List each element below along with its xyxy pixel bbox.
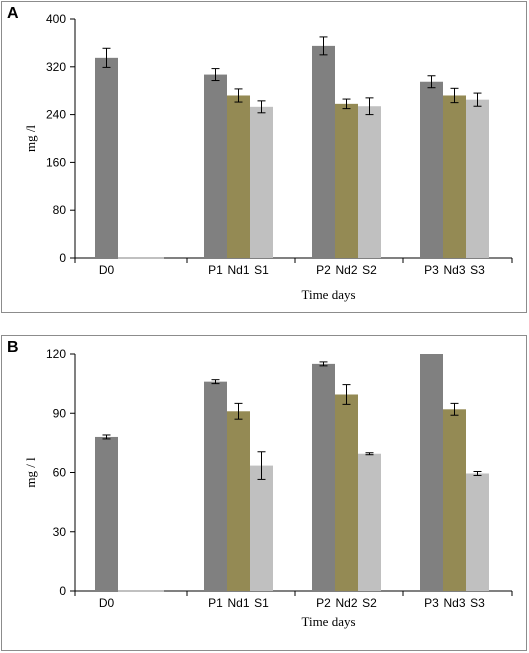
- chart-a-svg: 0 80 160 240 320 400 D0 P1 Nd1 S1 P2 Nd2 S2 P3 Nd3 S3 Ti…: [23, 12, 513, 302]
- y-tick-label: 0: [59, 251, 66, 265]
- y-tick-label: 80: [53, 203, 67, 217]
- y-axis-title: mg / l: [23, 457, 38, 488]
- bar: [250, 465, 273, 591]
- bar: [227, 95, 250, 258]
- bar: [250, 106, 273, 259]
- x-tick-label: Nd2: [335, 596, 357, 610]
- bar: [335, 394, 358, 591]
- bar: [312, 363, 335, 591]
- y-tick-label: 240: [46, 108, 66, 122]
- y-tick-label: 60: [53, 466, 67, 480]
- y-tick-label: 0: [59, 584, 66, 598]
- x-tick-label: S1: [254, 596, 269, 610]
- x-tick-label: S2: [362, 263, 377, 277]
- y-tick-label: 400: [46, 12, 66, 26]
- x-tick-label: S2: [362, 596, 377, 610]
- x-tick-label: Nd3: [443, 263, 465, 277]
- bar: [312, 45, 335, 259]
- x-tick-label: P3: [424, 596, 439, 610]
- bar: [358, 453, 381, 591]
- bar: [466, 99, 489, 258]
- chart-panel-b: B 0 30 60 90 120 D0 P1 Nd1 S1 P2 Nd2 S2 P3 Nd3 S3 Time …: [1, 335, 527, 651]
- bar: [443, 409, 466, 591]
- x-tick-label: P2: [316, 263, 331, 277]
- x-axis-title: Time days: [301, 614, 355, 629]
- y-tick-label: 320: [46, 60, 66, 74]
- bar: [335, 103, 358, 258]
- x-tick-label: Nd1: [227, 596, 249, 610]
- bar: [420, 81, 443, 258]
- bar: [420, 354, 443, 591]
- x-axis-title: Time days: [301, 287, 355, 302]
- bar: [204, 74, 227, 258]
- x-tick-label: D0: [99, 596, 115, 610]
- x-tick-label: P3: [424, 263, 439, 277]
- bar: [443, 95, 466, 258]
- bar: [95, 57, 118, 259]
- x-tick-label: S3: [470, 596, 485, 610]
- x-tick-label: S1: [254, 263, 269, 277]
- x-tick-label: P2: [316, 596, 331, 610]
- chart-panel-a: A 0 80 160 240 320 400 D0 P1 Nd1 S1 P2 Nd2 S2 P3 Nd3 S3…: [1, 1, 527, 313]
- y-tick-label: 160: [46, 155, 66, 169]
- y-axis-title: mg /l: [23, 125, 38, 152]
- panel-letter-a: A: [7, 5, 19, 22]
- y-tick-label: 30: [53, 525, 67, 539]
- y-tick-label: 90: [53, 406, 67, 420]
- x-tick-label: Nd1: [227, 263, 249, 277]
- chart-b-svg: 0 30 60 90 120 D0 P1 Nd1 S1 P2 Nd2 S2 P3 Nd3 S3 Time da…: [23, 347, 513, 629]
- bar: [466, 473, 489, 591]
- x-tick-label: Nd2: [335, 263, 357, 277]
- bar: [358, 106, 381, 258]
- bar: [95, 436, 118, 591]
- bar: [227, 411, 250, 591]
- y-tick-label: 120: [46, 347, 66, 361]
- panel-letter-b: B: [7, 339, 19, 356]
- x-tick-label: P1: [208, 263, 223, 277]
- bar: [204, 381, 227, 591]
- x-tick-label: S3: [470, 263, 485, 277]
- x-tick-label: D0: [99, 263, 115, 277]
- x-tick-label: P1: [208, 596, 223, 610]
- x-tick-label: Nd3: [443, 596, 465, 610]
